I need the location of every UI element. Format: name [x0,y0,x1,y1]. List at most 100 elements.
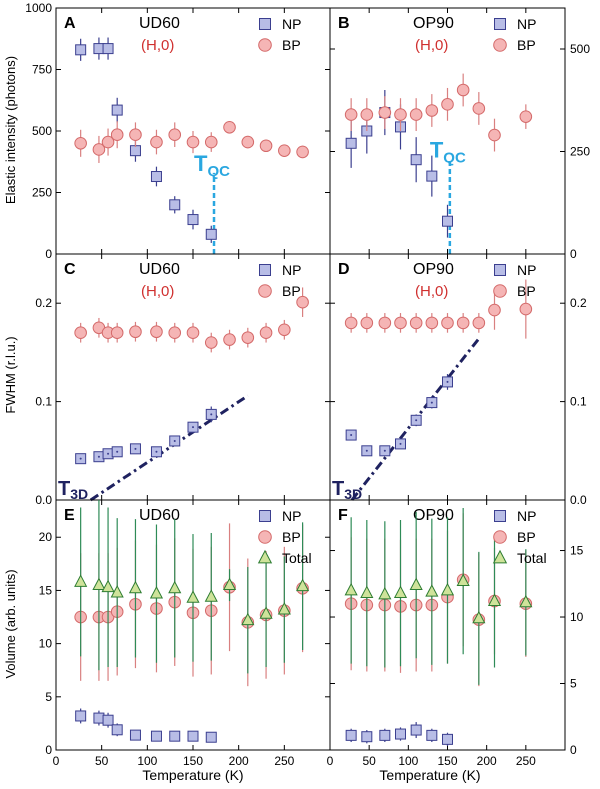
data-point-bp [456,83,470,97]
data-point-total [222,577,237,591]
tqc-label: TQC [430,138,466,167]
legend-label: BP [517,529,536,545]
data-point-np [102,43,114,55]
legend-marker-np [494,18,506,30]
y-tick-label: 0 [570,743,577,757]
y-tick-label: 1000 [25,1,52,15]
legend-marker-bp [258,38,272,52]
y-tick-label: 10 [570,610,584,624]
data-point-center [97,455,100,458]
data-point-np [410,154,422,166]
y-tick-label: 0.2 [35,296,52,310]
data-point-bp [472,316,486,330]
data-point-np [129,729,141,741]
data-point-center [350,434,353,437]
data-point-np [345,137,357,149]
chart-panel-b: 0 250 500 B OP90 (H,0) TQC NP BP [329,7,590,261]
data-point-total [128,580,143,594]
data-point-total [259,606,273,619]
data-point-bp [409,108,423,121]
data-point-bp [168,326,182,340]
data-point-bp [488,128,501,142]
data-point-bp [360,316,374,330]
data-point-bp [425,104,439,117]
data-point-total [296,578,310,592]
data-point-center [79,457,82,460]
legend-label: Total [282,550,312,566]
data-point-np [395,728,406,740]
data-point-total [168,580,182,594]
data-point-np [361,731,373,743]
x-tick-label: 250 [516,754,536,768]
data-point-total [487,593,502,606]
data-point-np [169,199,181,211]
data-point-total [456,573,470,587]
y-axis-label-volume: Volume (arb. units) [3,569,18,678]
data-point-np [205,731,217,743]
legend-marker-np [494,510,506,522]
data-point-bp [101,135,115,149]
chart-panel-c: 0.0 0.1 0.2 C UD60 (H,0) T3D NP BP [35,253,331,507]
y-axis-label-intensity: Elastic intensity (photons) [3,56,18,204]
y-tick-label: 15 [39,583,53,597]
x-tick-label: 0 [53,754,60,768]
panel-subtitle: (H,0) [415,37,448,54]
data-point-total [74,574,88,587]
panel-title: UD60 [139,15,180,32]
data-point-total [241,612,255,626]
legend-marker-bp [493,38,507,52]
panel-letter: F [338,507,348,524]
legend-marker-bp [493,284,507,298]
data-point-center [365,449,368,452]
data-point-bp [360,108,374,121]
data-point-bp [472,102,486,115]
data-point-total [277,601,291,615]
data-point-np [426,170,438,182]
data-point-bp [223,121,236,134]
x-tick-label: 250 [274,754,294,768]
legend-label: BP [517,37,536,53]
y-tick-label: 0.2 [570,296,587,310]
data-point-np [187,730,199,742]
data-point-total [409,577,423,591]
data-point-bp [110,128,124,141]
data-point-center [155,450,158,453]
data-point-np [205,228,217,240]
y-tick-label: 750 [32,63,52,77]
data-point-np [426,729,438,741]
data-point-bp [296,295,309,309]
data-point-total [425,584,439,597]
data-point-bp [204,135,218,149]
chart-panel-a: 0 250 500 750 1000 A UD60 (H,0) TQC NP BP [25,1,331,261]
legend-marker-bp [493,530,507,544]
x-tick-label: 0 [327,754,334,768]
legend-label: Total [517,550,547,566]
data-point-total [360,585,374,598]
panel-subtitle: (H,0) [141,283,174,300]
legend-label: NP [517,262,536,278]
panel-title: OP90 [413,261,454,278]
panel-title: UD60 [139,507,180,524]
data-point-bp [150,135,163,149]
data-point-bp [110,326,124,340]
legend-marker-total [257,549,273,564]
data-point-total [92,577,106,591]
y-tick-label: 5 [45,690,52,704]
data-point-total [440,582,455,596]
legend: NP BP [258,16,301,53]
data-point-bp [129,325,142,339]
y-tick-label: 250 [570,145,590,159]
t3d-line [89,394,249,502]
data-point-np [410,724,422,736]
data-point-bp [394,108,407,121]
x-tick-label: 150 [183,754,203,768]
data-point-np [442,733,453,745]
data-point-np [75,710,87,722]
data-point-total [519,594,533,608]
data-point-bp [92,143,106,156]
x-tick-label: 200 [229,754,249,768]
series-bp [344,279,533,339]
data-point-np [111,724,123,736]
data-point-bp [259,139,273,153]
series-bp [74,121,309,163]
